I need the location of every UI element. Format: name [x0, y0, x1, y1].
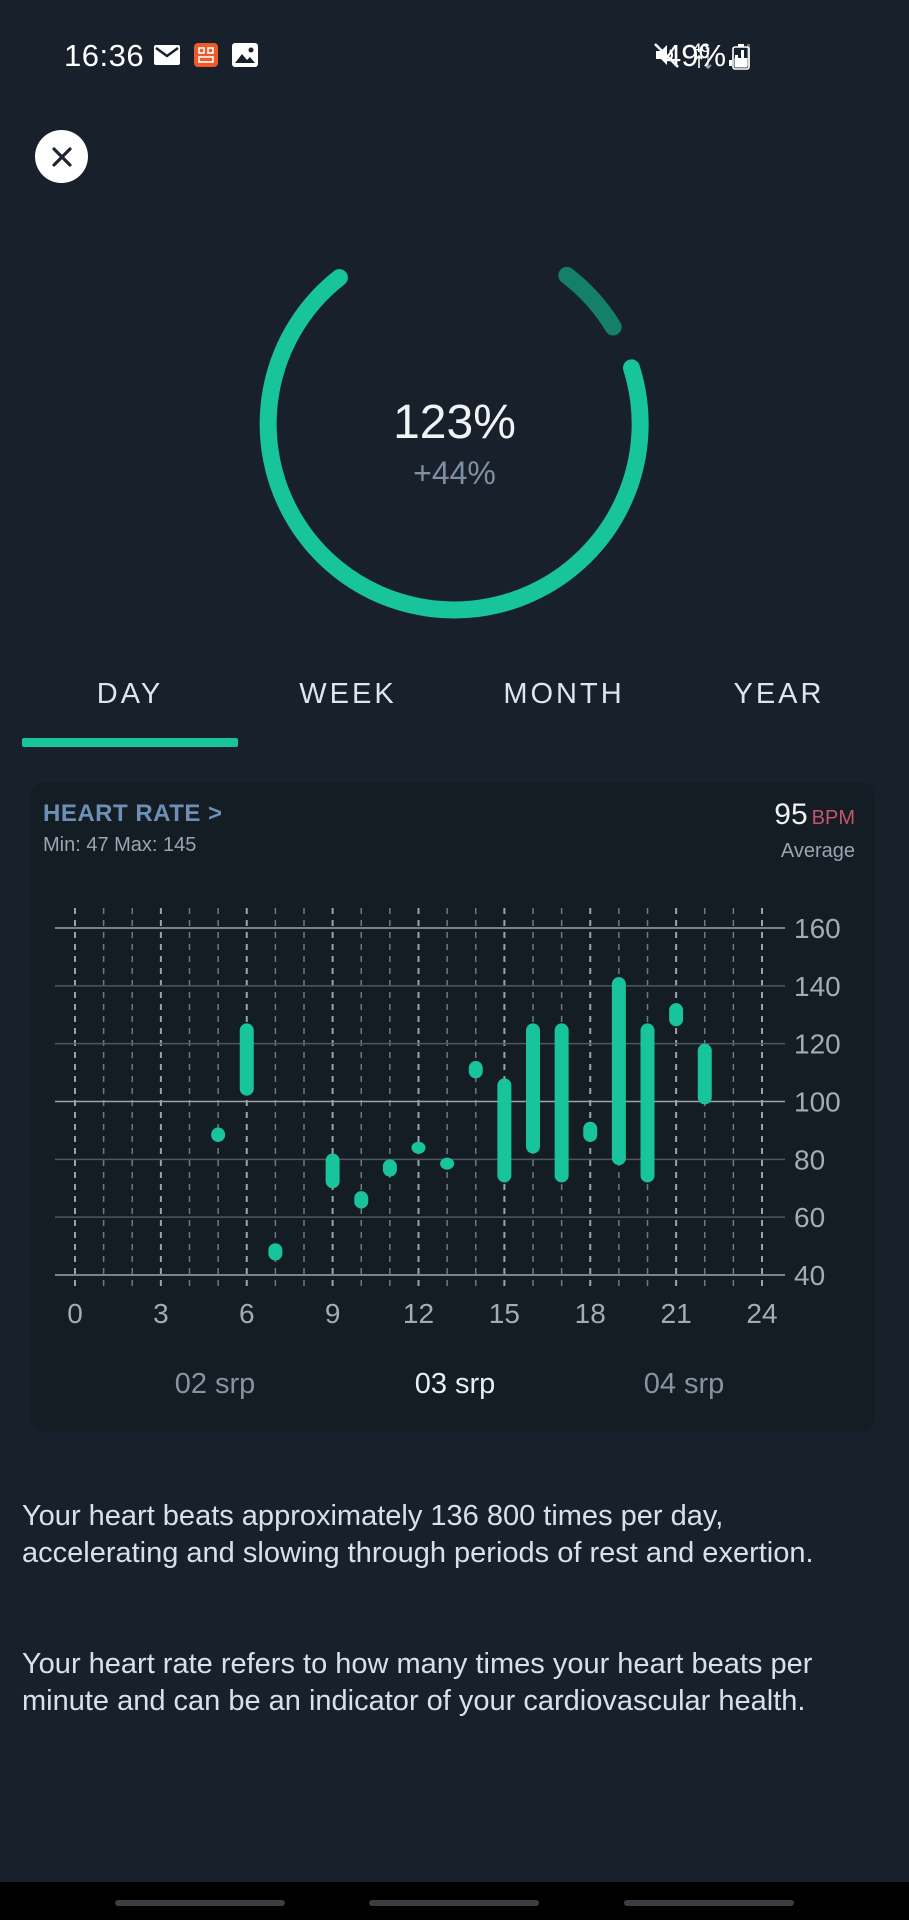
gallery-icon	[232, 43, 258, 67]
heart-rate-bar	[382, 1159, 397, 1177]
average-bpm-unit: BPM	[811, 807, 855, 829]
x-tick-label: 12	[403, 1298, 434, 1329]
y-tick-label: 140	[794, 971, 841, 1002]
heart-rate-bar	[239, 1023, 254, 1096]
ring-percentage: 123%	[393, 396, 516, 449]
battery-icon	[732, 44, 750, 70]
y-tick-label: 120	[794, 1029, 841, 1060]
heart-rate-bar	[468, 1061, 483, 1079]
period-tabs: DAY WEEK MONTH YEAR	[0, 670, 909, 750]
description-paragraph-2: Your heart rate refers to how many times…	[22, 1648, 813, 1717]
y-tick-label: 40	[794, 1260, 825, 1291]
heart-rate-title-link[interactable]: HEART RATE >	[43, 800, 223, 827]
heart-rate-card: HEART RATE > Min: 47 Max: 145 95 BPM Aver…	[30, 782, 875, 1432]
x-tick-label: 18	[575, 1298, 606, 1329]
close-icon	[51, 146, 72, 167]
tab-week[interactable]: WEEK	[299, 678, 397, 710]
heart-rate-bar	[354, 1191, 369, 1209]
x-tick-label: 6	[239, 1298, 255, 1329]
date-selector: 02 srp 03 srp 04 srp	[0, 1368, 909, 1408]
x-tick-label: 24	[746, 1298, 777, 1329]
heart-rate-bar	[669, 1003, 684, 1027]
x-tick-label: 21	[661, 1298, 692, 1329]
x-tick-label: 3	[153, 1298, 169, 1329]
heart-rate-min-max: Min: 47 Max: 145	[43, 834, 197, 856]
ring-overflow-arc	[558, 266, 622, 336]
date-prev[interactable]: 02 srp	[174, 1368, 256, 1400]
y-tick-label: 160	[794, 913, 841, 944]
heart-rate-bar	[697, 1043, 712, 1105]
heart-rate-bar	[268, 1243, 283, 1261]
heart-rate-chart[interactable]: 40 60 80 100 120 140 160 0 3 6 9 12 15 18 21 24	[0, 0, 909, 1340]
status-time: 16:36	[64, 38, 145, 73]
heart-rate-bar	[554, 1023, 569, 1183]
heart-rate-bar	[211, 1127, 226, 1142]
heart-rate-bar	[325, 1153, 340, 1189]
ring-main-arc	[259, 269, 649, 619]
ring-delta: +44%	[413, 455, 496, 491]
date-next[interactable]: 04 srp	[643, 1368, 725, 1400]
x-tick-label: 15	[489, 1298, 520, 1329]
heart-rate-bar	[440, 1157, 455, 1170]
close-button[interactable]	[35, 130, 88, 183]
svg-text:4G: 4G	[694, 41, 710, 55]
x-tick-label: 9	[325, 1298, 341, 1329]
x-tick-label: 0	[67, 1298, 83, 1329]
heart-rate-bar	[497, 1078, 512, 1183]
nav-back[interactable]	[624, 1900, 794, 1906]
progress-ring	[259, 266, 649, 619]
tab-month[interactable]: MONTH	[503, 678, 625, 710]
system-nav-bar	[0, 1882, 909, 1920]
description-paragraph-1: Your heart beats approximately 136 800 t…	[22, 1500, 814, 1569]
tab-active-indicator	[22, 738, 238, 747]
average-bpm-value: 95	[774, 798, 808, 831]
heart-rate-bar	[583, 1121, 598, 1142]
tab-day[interactable]: DAY	[96, 678, 164, 710]
nav-recents[interactable]	[115, 1900, 285, 1906]
heart-rate-bar	[411, 1141, 426, 1154]
status-bar: 16:36 4G	[0, 0, 909, 115]
4g-icon: 4G	[694, 41, 712, 70]
status-icons-left	[153, 42, 259, 68]
battery-percent: 49%	[664, 38, 727, 73]
mail-icon	[154, 45, 180, 65]
date-current[interactable]: 03 srp	[414, 1368, 496, 1400]
average-bpm: 95 BPM	[774, 798, 855, 832]
nav-home[interactable]	[369, 1900, 539, 1906]
average-label: Average	[780, 840, 855, 862]
mute-icon	[654, 43, 679, 68]
heart-rate-bar	[640, 1023, 655, 1183]
app-notification-icon	[194, 43, 218, 67]
y-tick-label: 100	[794, 1087, 841, 1118]
heart-rate-bar	[526, 1023, 540, 1154]
y-tick-label: 60	[794, 1202, 825, 1233]
y-tick-label: 80	[794, 1144, 825, 1175]
tab-year[interactable]: YEAR	[733, 678, 825, 710]
heart-rate-bar	[611, 977, 626, 1166]
